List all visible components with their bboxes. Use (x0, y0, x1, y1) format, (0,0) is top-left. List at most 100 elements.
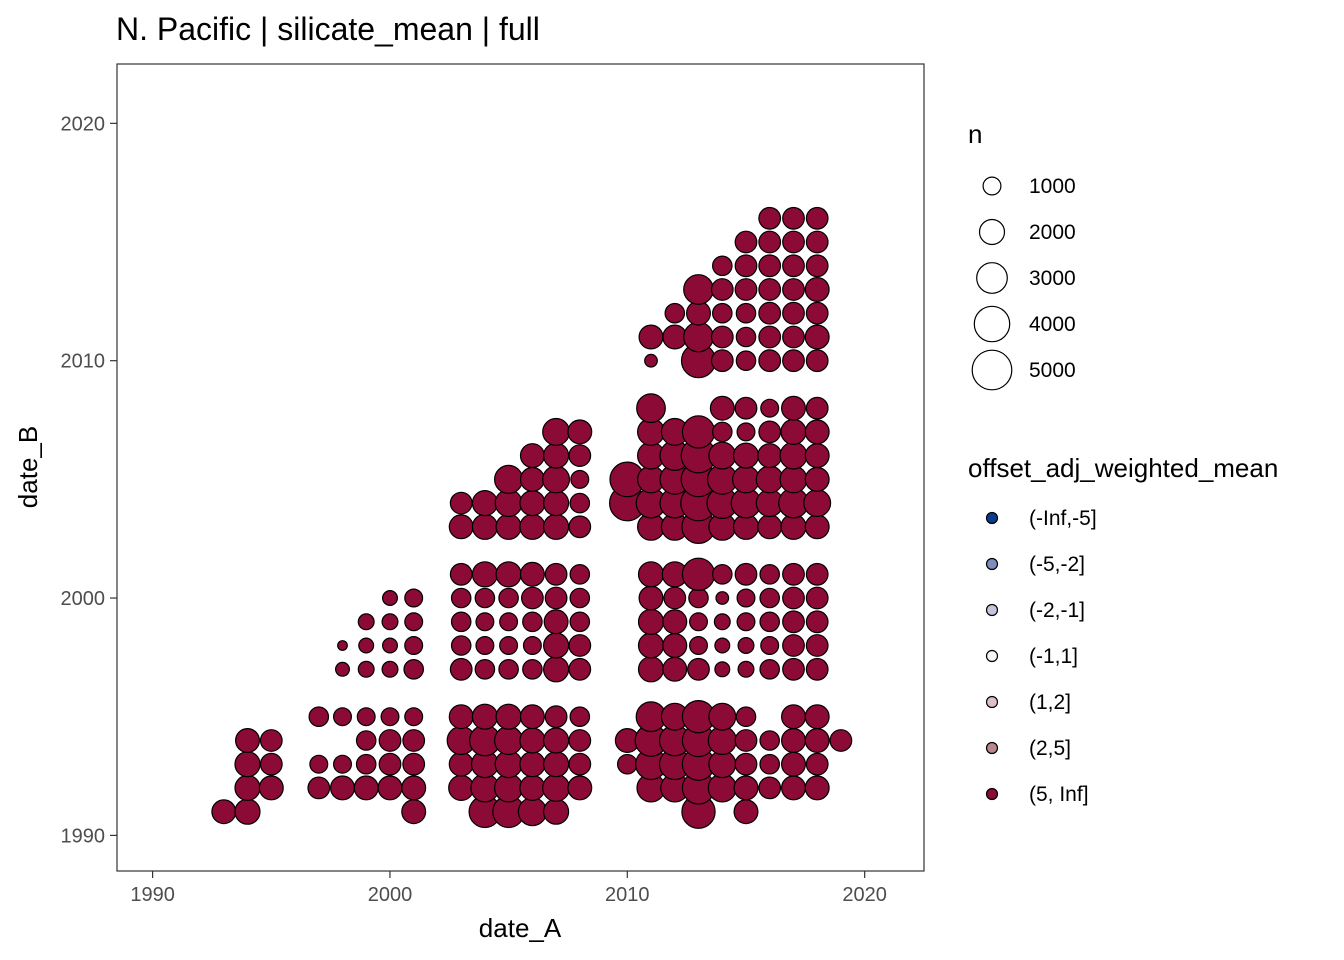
plot-area (211, 206, 853, 829)
data-point (450, 611, 472, 633)
data-point (734, 562, 758, 586)
data-point (569, 563, 591, 585)
data-point (353, 775, 379, 801)
data-point (734, 729, 758, 752)
data-point (758, 206, 782, 230)
data-point (688, 587, 709, 609)
x-tick-label: 2000 (368, 884, 413, 906)
data-point (780, 751, 806, 777)
data-point (382, 589, 399, 606)
size-legend-label: 1000 (1029, 175, 1076, 198)
data-point (450, 587, 472, 609)
data-point (495, 703, 522, 730)
data-point (804, 775, 830, 801)
data-point (569, 492, 591, 514)
data-point (495, 513, 522, 540)
size-legend-label: 5000 (1029, 359, 1076, 382)
data-point (805, 657, 829, 681)
data-point (637, 561, 665, 588)
data-point (337, 640, 348, 651)
data-point (401, 775, 427, 801)
data-point (522, 635, 542, 655)
color-legend-label: (-5,-2] (1029, 553, 1085, 576)
data-point (805, 254, 829, 278)
data-point (663, 586, 687, 610)
data-point (308, 706, 330, 727)
data-point (733, 799, 759, 825)
data-point (542, 417, 571, 446)
data-point (805, 230, 829, 254)
data-point (637, 632, 665, 659)
data-point (805, 586, 829, 610)
data-point (519, 704, 545, 730)
data-point (544, 586, 568, 610)
data-point (542, 751, 570, 778)
data-point (710, 278, 734, 301)
color-legend-label: (1,2] (1029, 691, 1071, 714)
color-legend: offset_adj_weighted_mean (-Inf,-5] (-5,-2… (968, 453, 1278, 806)
data-point (543, 609, 569, 635)
data-point (782, 254, 805, 278)
data-point (709, 395, 735, 421)
color-legend-key (985, 741, 999, 755)
data-point (542, 798, 570, 825)
x-tick-label: 2020 (842, 884, 887, 906)
data-point (683, 321, 714, 353)
data-point (378, 752, 402, 776)
data-point (542, 773, 571, 802)
data-point (804, 443, 830, 469)
size-legend-key (976, 262, 1008, 294)
data-point (568, 752, 592, 776)
y-tick-label: 1990 (61, 825, 106, 847)
data-point (474, 658, 496, 680)
data-point (517, 797, 548, 827)
color-legend-key (985, 787, 999, 801)
data-point (544, 562, 568, 586)
data-point (758, 349, 782, 373)
data-point (758, 325, 782, 349)
data-point (711, 302, 733, 324)
data-point (235, 727, 261, 753)
data-point (759, 587, 780, 609)
data-point (638, 585, 664, 611)
data-point (735, 326, 757, 348)
x-tick-label: 2010 (605, 884, 650, 906)
data-point (259, 729, 283, 752)
data-point (380, 707, 400, 727)
data-point (779, 441, 808, 470)
data-point (664, 302, 686, 324)
y-tick-label: 2020 (61, 113, 106, 135)
data-point (569, 587, 591, 609)
data-point (782, 610, 805, 634)
data-point (780, 418, 807, 445)
data-point (449, 491, 473, 515)
data-point (330, 775, 356, 801)
data-point (688, 612, 708, 632)
data-point (805, 610, 829, 634)
data-point (522, 611, 543, 633)
color-legend-key (985, 557, 999, 571)
data-point (568, 657, 592, 681)
data-point (805, 349, 829, 373)
data-point (495, 561, 522, 588)
data-point (471, 703, 498, 730)
data-point (259, 752, 283, 776)
data-point (471, 490, 498, 517)
data-point (567, 775, 593, 801)
color-legend-key (985, 649, 999, 663)
data-point (759, 730, 780, 751)
data-point (711, 563, 733, 585)
data-point (570, 469, 590, 489)
data-point (519, 466, 545, 492)
data-point (519, 490, 546, 517)
data-point (688, 635, 708, 655)
data-point (758, 776, 782, 800)
data-point (804, 704, 830, 730)
data-point (355, 730, 377, 751)
data-point (309, 754, 329, 774)
data-point (401, 799, 427, 825)
data-point (733, 775, 759, 801)
data-point (804, 727, 830, 753)
data-point (805, 396, 829, 420)
